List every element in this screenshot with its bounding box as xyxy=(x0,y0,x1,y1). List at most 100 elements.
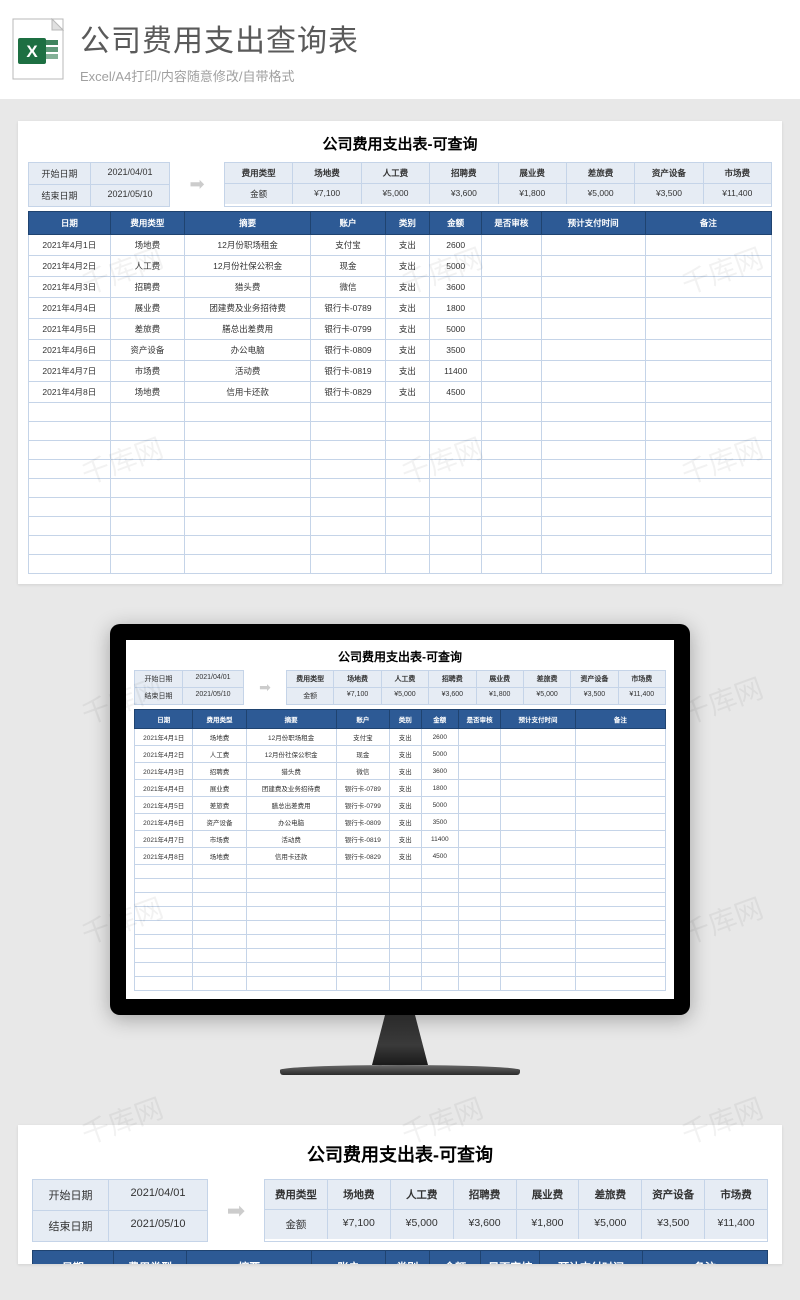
table-cell[interactable]: 2021年4月1日 xyxy=(135,729,193,746)
table-cell-empty[interactable] xyxy=(389,865,421,879)
table-cell-empty[interactable] xyxy=(311,479,385,498)
table-cell-empty[interactable] xyxy=(541,422,645,441)
table-cell-empty[interactable] xyxy=(311,555,385,574)
table-cell[interactable]: 12月份职场租金 xyxy=(185,235,311,256)
table-cell-empty[interactable] xyxy=(135,879,193,893)
table-cell-empty[interactable] xyxy=(501,921,575,935)
table-cell-empty[interactable] xyxy=(29,536,111,555)
table-cell[interactable]: 微信 xyxy=(336,763,389,780)
table-cell-empty[interactable] xyxy=(29,517,111,536)
table-cell[interactable]: 招聘费 xyxy=(110,277,184,298)
table-cell-empty[interactable] xyxy=(430,555,482,574)
table-cell-empty[interactable] xyxy=(482,460,541,479)
table-cell[interactable] xyxy=(575,729,665,746)
table-cell[interactable] xyxy=(541,361,645,382)
table-cell[interactable]: 1800 xyxy=(430,298,482,319)
table-cell-empty[interactable] xyxy=(458,865,500,879)
table-cell-empty[interactable] xyxy=(336,977,389,991)
table-cell[interactable] xyxy=(541,340,645,361)
table-cell-empty[interactable] xyxy=(430,403,482,422)
table-cell[interactable]: 支出 xyxy=(389,848,421,865)
table-cell[interactable]: 银行卡-0789 xyxy=(336,780,389,797)
table-cell-empty[interactable] xyxy=(389,921,421,935)
table-cell[interactable]: 2021年4月8日 xyxy=(29,382,111,403)
table-cell[interactable] xyxy=(541,256,645,277)
table-cell-empty[interactable] xyxy=(193,977,246,991)
table-cell-empty[interactable] xyxy=(482,517,541,536)
table-cell-empty[interactable] xyxy=(541,441,645,460)
end-date-value[interactable]: 2021/05/10 xyxy=(183,687,243,704)
table-cell-empty[interactable] xyxy=(389,935,421,949)
table-cell[interactable] xyxy=(501,746,575,763)
table-cell-empty[interactable] xyxy=(135,865,193,879)
table-cell-empty[interactable] xyxy=(501,935,575,949)
start-date-value[interactable]: 2021/04/01 xyxy=(109,1180,207,1210)
table-cell[interactable]: 团建费及业务招待费 xyxy=(185,298,311,319)
table-cell[interactable]: 招聘费 xyxy=(193,763,246,780)
table-cell-empty[interactable] xyxy=(311,517,385,536)
table-cell-empty[interactable] xyxy=(389,949,421,963)
table-cell[interactable]: 支出 xyxy=(385,382,430,403)
table-cell[interactable]: 11400 xyxy=(421,831,458,848)
table-cell-empty[interactable] xyxy=(135,921,193,935)
table-cell-empty[interactable] xyxy=(645,517,771,536)
table-cell[interactable]: 猎头费 xyxy=(185,277,311,298)
end-date-value[interactable]: 2021/05/10 xyxy=(91,184,169,206)
table-cell-empty[interactable] xyxy=(421,893,458,907)
table-cell[interactable] xyxy=(458,763,500,780)
table-cell-empty[interactable] xyxy=(185,403,311,422)
table-cell[interactable] xyxy=(482,340,541,361)
table-cell-empty[interactable] xyxy=(575,977,665,991)
table-cell-empty[interactable] xyxy=(311,498,385,517)
table-cell-empty[interactable] xyxy=(421,977,458,991)
table-cell[interactable] xyxy=(645,235,771,256)
table-cell-empty[interactable] xyxy=(458,963,500,977)
table-cell[interactable] xyxy=(501,797,575,814)
table-cell-empty[interactable] xyxy=(193,949,246,963)
table-cell-empty[interactable] xyxy=(421,865,458,879)
table-cell[interactable]: 银行卡-0819 xyxy=(336,831,389,848)
table-cell-empty[interactable] xyxy=(185,498,311,517)
table-cell[interactable]: 支出 xyxy=(389,780,421,797)
table-cell-empty[interactable] xyxy=(110,517,184,536)
table-cell[interactable] xyxy=(541,235,645,256)
table-cell[interactable] xyxy=(645,256,771,277)
table-cell-empty[interactable] xyxy=(482,441,541,460)
table-cell-empty[interactable] xyxy=(336,949,389,963)
table-cell-empty[interactable] xyxy=(311,422,385,441)
table-cell[interactable]: 膳总出差费用 xyxy=(246,797,336,814)
table-cell[interactable] xyxy=(541,298,645,319)
table-cell-empty[interactable] xyxy=(421,963,458,977)
table-cell-empty[interactable] xyxy=(246,893,336,907)
table-cell[interactable] xyxy=(645,298,771,319)
table-cell[interactable]: 信用卡还款 xyxy=(246,848,336,865)
table-cell[interactable] xyxy=(482,319,541,340)
table-cell[interactable]: 支出 xyxy=(385,256,430,277)
table-cell[interactable]: 2021年4月3日 xyxy=(135,763,193,780)
table-cell[interactable]: 银行卡-0809 xyxy=(311,340,385,361)
table-cell[interactable]: 5000 xyxy=(430,319,482,340)
table-cell[interactable]: 支出 xyxy=(385,319,430,340)
table-cell-empty[interactable] xyxy=(29,479,111,498)
table-cell[interactable]: 12月份社保公积金 xyxy=(185,256,311,277)
table-cell-empty[interactable] xyxy=(575,949,665,963)
table-cell[interactable] xyxy=(575,848,665,865)
table-cell[interactable]: 活动费 xyxy=(246,831,336,848)
table-cell[interactable]: 资产设备 xyxy=(193,814,246,831)
table-cell-empty[interactable] xyxy=(541,536,645,555)
table-cell[interactable]: 5000 xyxy=(421,746,458,763)
table-cell-empty[interactable] xyxy=(430,517,482,536)
table-cell[interactable]: 2021年4月5日 xyxy=(29,319,111,340)
table-cell[interactable] xyxy=(458,848,500,865)
table-cell-empty[interactable] xyxy=(645,422,771,441)
table-cell-empty[interactable] xyxy=(501,963,575,977)
table-cell-empty[interactable] xyxy=(185,536,311,555)
table-cell[interactable] xyxy=(575,814,665,831)
table-cell-empty[interactable] xyxy=(501,949,575,963)
table-cell[interactable] xyxy=(501,814,575,831)
table-cell[interactable]: 活动费 xyxy=(185,361,311,382)
table-cell-empty[interactable] xyxy=(110,479,184,498)
table-cell-empty[interactable] xyxy=(575,893,665,907)
table-cell[interactable]: 3500 xyxy=(430,340,482,361)
table-cell-empty[interactable] xyxy=(501,879,575,893)
